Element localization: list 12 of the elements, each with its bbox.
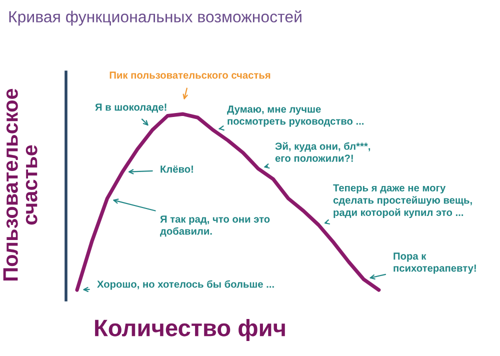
x-axis-title: Количество фич bbox=[95, 318, 285, 342]
y-axis-title: Пользовательское счастье bbox=[3, 88, 38, 280]
annotation: Эй, куда они, бл***, его положили?! bbox=[275, 142, 370, 162]
text: Пик пользовательского счастья bbox=[110, 72, 270, 79]
chart-title: Кривая функциональных возможностей bbox=[9, 10, 302, 26]
annotation: Я так рад, что они это добавили. bbox=[160, 216, 270, 237]
annotation: Думаю, мне лучше посмотреть руководство ... bbox=[227, 106, 364, 127]
annotation: Теперь я даже не могу сделать простейшую вещь, ради которой купил это ... bbox=[333, 184, 472, 218]
text: Пора к психотерапевту! bbox=[394, 252, 476, 274]
annotation: Клёво! bbox=[160, 166, 193, 173]
text: Я в шоколаде! bbox=[95, 104, 166, 113]
annotation: Хорошо, но хотелось бы больше ... bbox=[97, 280, 274, 290]
